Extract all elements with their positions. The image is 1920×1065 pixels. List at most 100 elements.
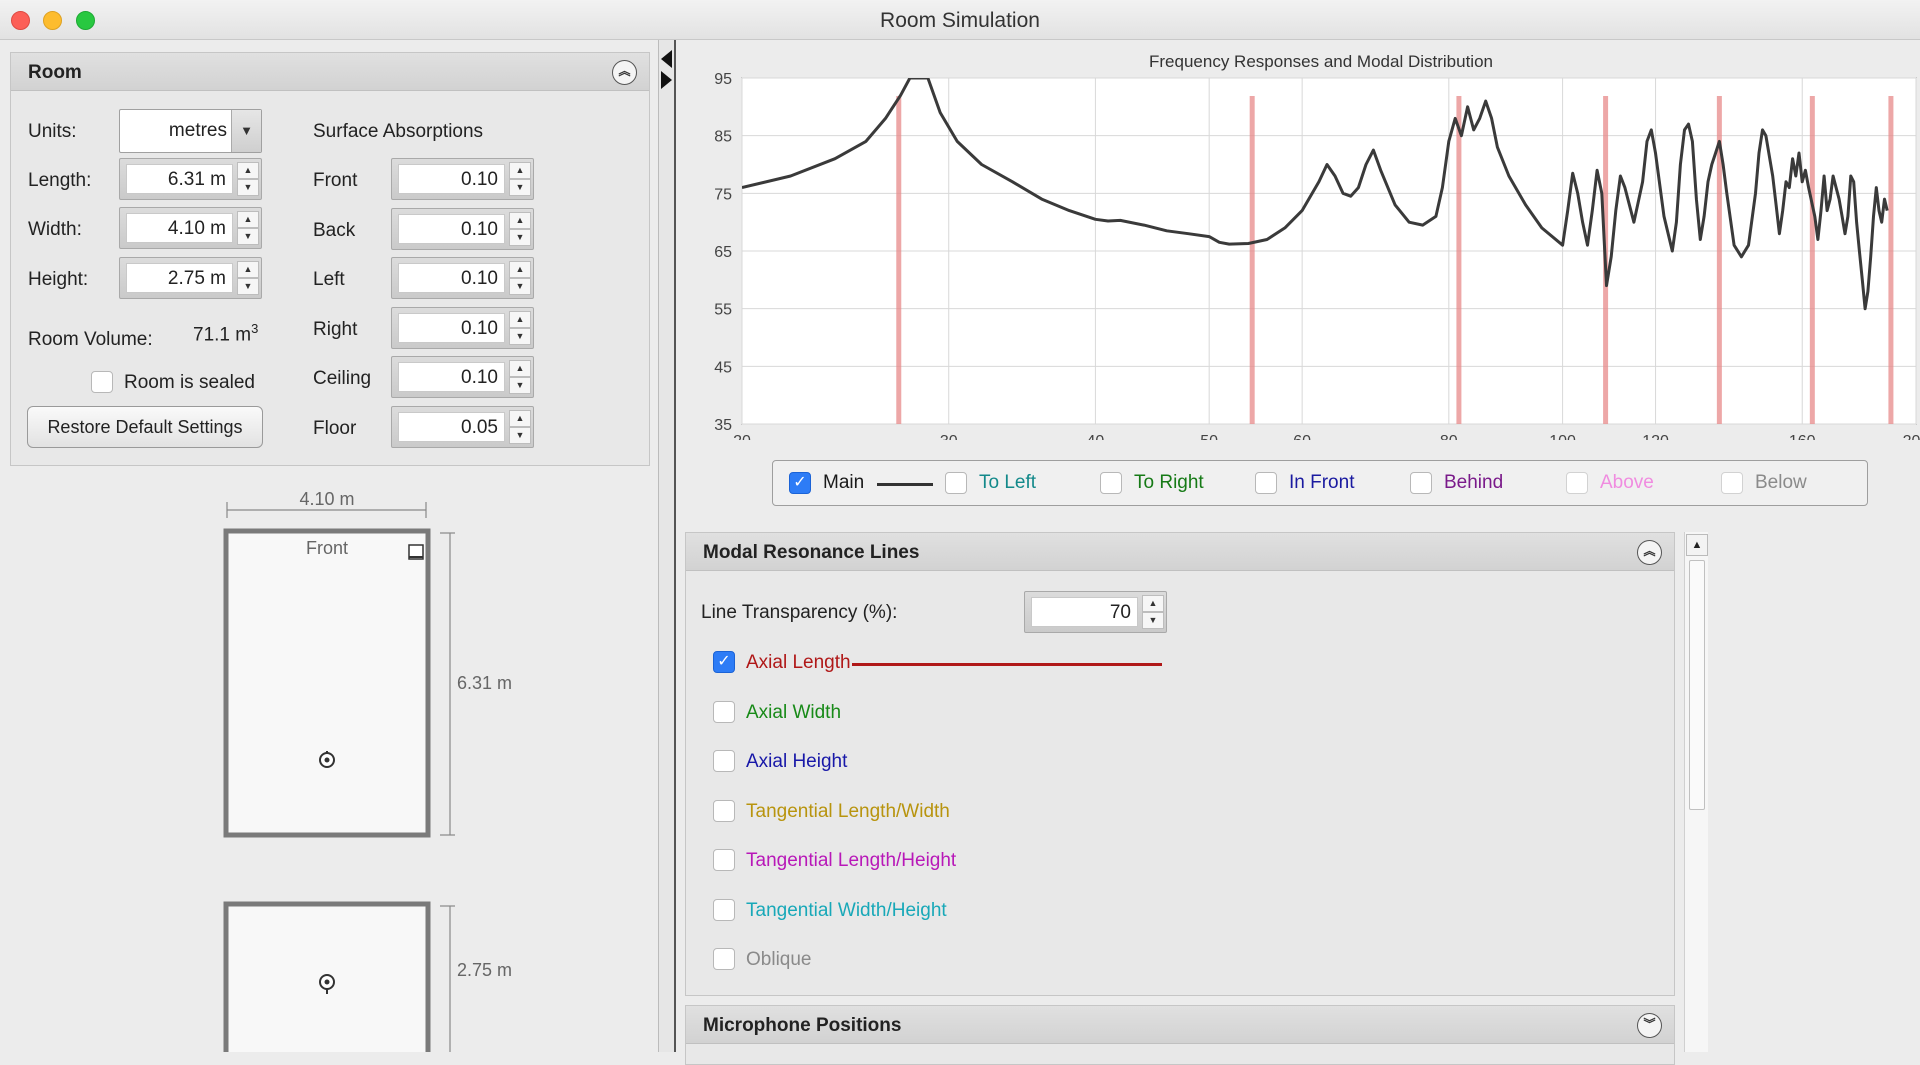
surface-down-icon[interactable]: ▼ (509, 426, 531, 444)
modal-checkbox-axial-height[interactable] (713, 750, 735, 772)
y-tick-label: 35 (714, 417, 732, 434)
modal-checkbox-tangential-width-height[interactable] (713, 898, 735, 921)
room-sealed-label: Room is sealed (124, 372, 255, 393)
legend-checkbox[interactable] (1410, 472, 1432, 494)
legend-checkbox[interactable] (1566, 472, 1588, 494)
series-legend: ✓ Main To Left To Right In Front Behind Above B… (772, 460, 1868, 506)
surface-down-icon[interactable]: ▼ (509, 327, 531, 345)
y-tick-label: 45 (714, 359, 732, 376)
chart-series (742, 78, 1889, 311)
surface-input-right[interactable]: 0.10 (398, 312, 505, 343)
surface-spinner-back[interactable]: 0.10 ▲ ▼ (391, 207, 534, 250)
collapse-modal-icon[interactable]: ︽ (1637, 540, 1662, 565)
length-down-icon[interactable]: ▼ (237, 179, 259, 196)
width-spinner[interactable]: 4.10 m ▲ ▼ (119, 207, 262, 249)
height-up-icon[interactable]: ▲ (237, 261, 259, 278)
surface-input-back[interactable]: 0.10 (398, 213, 505, 244)
height-down-icon[interactable]: ▼ (237, 278, 259, 295)
microphone-elevation-icon[interactable] (319, 974, 335, 994)
room-volume-exponent: 3 (251, 321, 259, 336)
modal-checkbox-oblique[interactable] (713, 948, 735, 970)
room-sealed-checkbox[interactable] (91, 371, 113, 393)
surface-spinner-ceiling[interactable]: 0.10 ▲ ▼ (391, 356, 534, 398)
split-pane-divider[interactable] (658, 40, 676, 1052)
surface-label-ceiling: Ceiling (313, 368, 372, 389)
legend-checkbox[interactable] (1255, 472, 1277, 494)
surface-down-icon[interactable]: ▼ (509, 179, 531, 196)
minimize-window-button[interactable] (43, 11, 62, 30)
scroll-thumb[interactable] (1689, 560, 1705, 810)
surface-up-icon[interactable]: ▲ (509, 310, 531, 328)
room-panel-header[interactable]: Room ︽ (11, 53, 649, 91)
height-spinner[interactable]: 2.75 m ▲ ▼ (119, 257, 262, 299)
surface-down-icon[interactable]: ▼ (509, 228, 531, 246)
room-plan-rectangle[interactable] (223, 528, 431, 838)
units-value: metres (168, 120, 227, 141)
zoom-window-button[interactable] (76, 11, 95, 30)
scroll-up-icon[interactable]: ▲ (1686, 534, 1708, 556)
width-down-icon[interactable]: ▼ (237, 228, 259, 245)
modal-panel-scrollbar[interactable]: ▲ (1684, 532, 1708, 1052)
line-transparency-spinner[interactable]: 70 ▲ ▼ (1024, 591, 1167, 633)
surface-up-icon[interactable]: ▲ (509, 261, 531, 278)
surface-input-ceiling[interactable]: 0.10 (398, 362, 505, 392)
mic-panel-header[interactable]: Microphone Positions ︾ (686, 1006, 1674, 1044)
modal-checkbox-axial-width[interactable] (713, 700, 735, 723)
modal-checkbox-tangential-length-width[interactable] (713, 799, 735, 822)
legend-label: Main (823, 472, 865, 493)
units-select[interactable]: metres ▼ (119, 109, 262, 153)
expand-right-icon[interactable] (661, 71, 672, 89)
length-dimension-label: 6.31 m (457, 673, 512, 693)
y-tick-label: 75 (714, 186, 732, 203)
frequency-response-chart[interactable]: Frequency Responses and Modal Distributi… (676, 40, 1920, 440)
surface-spinner-left[interactable]: 0.10 ▲ ▼ (391, 257, 534, 299)
legend-checkbox[interactable] (1100, 472, 1122, 494)
left-pane: Room ︽ Units: metres ▼ Length: 6.31 m ▲ ▼… (0, 40, 658, 1052)
modal-checkbox-axial-length[interactable]: ✓ (713, 651, 735, 673)
surface-label-right: Right (313, 318, 358, 340)
title-bar: Room Simulation (0, 0, 1920, 40)
surface-label-back: Back (313, 219, 356, 241)
surface-up-icon[interactable]: ▲ (509, 360, 531, 377)
length-up-icon[interactable]: ▲ (237, 162, 259, 179)
surface-down-icon[interactable]: ▼ (509, 278, 531, 295)
length-spinner[interactable]: 6.31 m ▲ ▼ (119, 158, 262, 200)
x-tick-label: 100 (1549, 433, 1576, 440)
restore-defaults-button[interactable]: Restore Default Settings (27, 406, 263, 448)
width-up-icon[interactable]: ▲ (237, 211, 259, 228)
x-tick-label: 60 (1293, 433, 1311, 440)
surface-input-floor[interactable]: 0.05 (398, 411, 505, 442)
collapse-room-icon[interactable]: ︽ (612, 60, 637, 85)
surface-spinner-right[interactable]: 0.10 ▲ ▼ (391, 306, 534, 349)
modal-checkbox-tangential-length-height[interactable] (713, 849, 735, 871)
surface-down-icon[interactable]: ▼ (509, 377, 531, 394)
speaker-icon[interactable] (408, 544, 424, 560)
surface-input-left[interactable]: 0.10 (398, 263, 505, 293)
length-input[interactable]: 6.31 m (126, 164, 233, 194)
height-input[interactable]: 2.75 m (126, 263, 233, 293)
surface-up-icon[interactable]: ▲ (509, 162, 531, 179)
legend-checkbox[interactable] (1721, 472, 1743, 494)
surface-input-front[interactable]: 0.10 (398, 164, 505, 194)
width-input[interactable]: 4.10 m (126, 213, 233, 243)
modal-panel-title: Modal Resonance Lines (703, 542, 920, 563)
legend-checkbox[interactable] (945, 472, 967, 494)
surface-spinner-floor[interactable]: 0.05 ▲ ▼ (391, 405, 534, 448)
line-transparency-input[interactable]: 70 (1031, 597, 1138, 627)
transparency-up-icon[interactable]: ▲ (1142, 595, 1164, 612)
surface-up-icon[interactable]: ▲ (509, 409, 531, 427)
surface-up-icon[interactable]: ▲ (509, 211, 531, 229)
expand-mic-icon[interactable]: ︾ (1637, 1013, 1662, 1038)
chevron-down-icon[interactable]: ▼ (231, 110, 261, 152)
close-window-button[interactable] (11, 11, 30, 30)
surface-spinner-front[interactable]: 0.10 ▲ ▼ (391, 158, 534, 200)
width-label: Width: (28, 219, 82, 240)
modal-panel-header[interactable]: Modal Resonance Lines ︽ (686, 533, 1674, 571)
collapse-left-icon[interactable] (661, 50, 672, 68)
legend-checkbox[interactable]: ✓ (789, 472, 811, 494)
width-dimension-label: 4.10 m (299, 489, 354, 509)
microphone-icon[interactable] (319, 751, 335, 768)
legend-label: To Left (979, 472, 1037, 493)
transparency-down-icon[interactable]: ▼ (1142, 612, 1164, 629)
room-panel-title: Room (28, 62, 82, 83)
